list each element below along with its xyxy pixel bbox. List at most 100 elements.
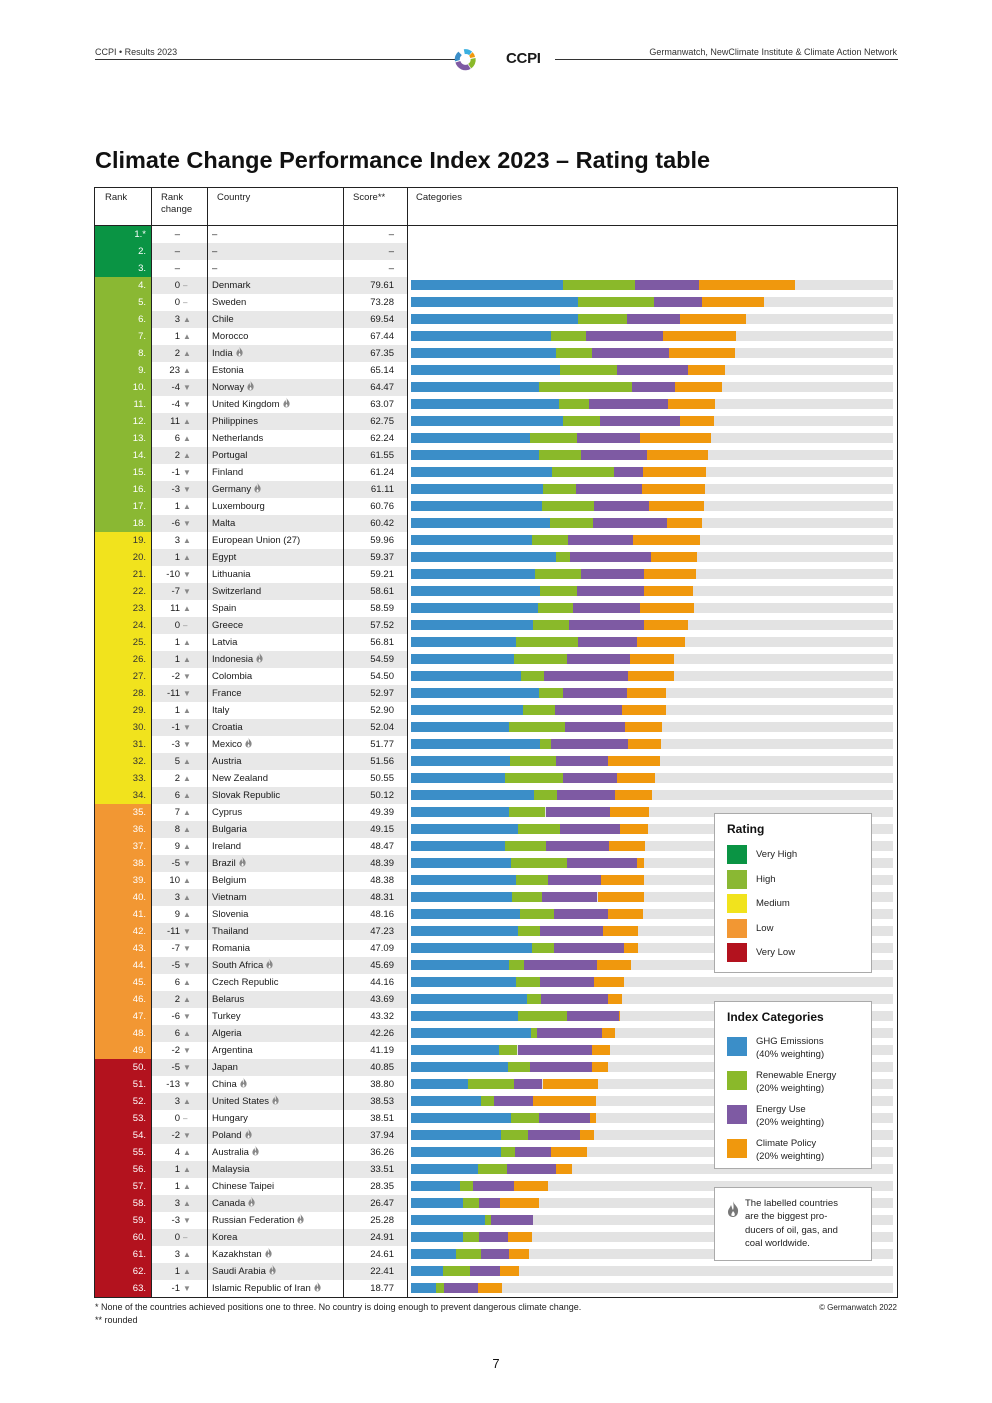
bar-renewable	[533, 620, 570, 630]
bar-renewable	[516, 875, 548, 885]
bar-renewable	[517, 824, 561, 834]
score-cell: 69.54	[370, 314, 394, 325]
rank-cell: 45.	[95, 974, 151, 991]
country-cell: Slovak Republic	[212, 787, 280, 804]
bar-track	[411, 807, 893, 817]
rank-cell: 50.	[95, 1059, 151, 1076]
rank-change-value: 2	[174, 450, 180, 461]
row-bg	[208, 481, 343, 498]
row-bg	[152, 447, 207, 464]
country-name: Russian Federation	[212, 1215, 295, 1226]
row-bg	[208, 651, 343, 668]
rank-change-cell: 1 ▲	[152, 498, 207, 515]
bar-ghg	[411, 892, 513, 902]
rank-change-arrow-icon: ▼	[183, 519, 191, 528]
bar-renewable	[516, 637, 578, 647]
row-bg	[344, 923, 407, 940]
country-name: Korea	[212, 1232, 238, 1243]
category-name: Climate Policy	[756, 1138, 817, 1149]
country-name: Bulgaria	[212, 824, 247, 835]
country-name: France	[212, 688, 242, 699]
country-name: South Africa	[212, 960, 264, 971]
score-cell: –	[388, 229, 394, 240]
table-row: 54. -2 ▼ Poland 37.94	[95, 1127, 897, 1144]
bar-policy	[610, 807, 650, 817]
row-bg	[344, 821, 407, 838]
rank-change-cell: -5 ▼	[152, 855, 207, 872]
country-cell: Egypt	[212, 549, 236, 566]
bar-policy	[615, 790, 653, 800]
bar-energy	[481, 1249, 509, 1259]
bar-ghg	[411, 314, 578, 324]
bar-track	[411, 977, 893, 987]
rank-change-cell: 3 ▲	[152, 1246, 207, 1263]
rating-legend-title: Rating	[727, 822, 765, 836]
rank-change-cell: 9 ▲	[152, 906, 207, 923]
rank-cell: 1.*	[95, 226, 151, 243]
rank-cell: 20.	[95, 549, 151, 566]
rank-change-cell: 1 ▲	[152, 634, 207, 651]
bar-energy	[472, 1181, 514, 1191]
rank-change-value: 0	[174, 297, 180, 308]
bar-energy	[493, 1096, 533, 1106]
bar-policy	[648, 501, 704, 511]
copyright: © Germanwatch 2022	[819, 1303, 897, 1312]
bar-energy	[589, 399, 669, 409]
rank-change-arrow-icon: ▲	[183, 638, 191, 647]
country-name: Islamic Republic of Iran	[212, 1283, 311, 1294]
bar-energy	[514, 1079, 543, 1089]
rank-change-value: -7	[171, 943, 180, 954]
rank-change-value: 0	[174, 620, 180, 631]
rank-change-arrow-icon: ▼	[183, 1046, 191, 1055]
bar-track	[411, 1164, 893, 1174]
rank-cell: 5.	[95, 294, 151, 311]
country-cell: Brazil	[212, 855, 247, 872]
rating-swatch	[727, 869, 747, 889]
rank-change-arrow-icon: ▲	[183, 1165, 191, 1174]
rank-change-value: 7	[174, 807, 180, 818]
bar-ghg	[411, 671, 522, 681]
table-row: 11. -4 ▼ United Kingdom 63.07	[95, 396, 897, 413]
row-bg	[344, 855, 407, 872]
bar-ghg	[411, 977, 517, 987]
category-swatch	[727, 1105, 747, 1124]
bar-energy	[592, 518, 667, 528]
bar-policy	[675, 382, 722, 392]
table-row: 27. -2 ▼ Colombia 54.50	[95, 668, 897, 685]
table-row: 10. -4 ▼ Norway 64.47	[95, 379, 897, 396]
category-weighting: (40% weighting)	[756, 1049, 825, 1060]
bar-policy	[499, 1266, 519, 1276]
country-cell: Turkey	[212, 1008, 241, 1025]
bar-policy	[640, 433, 711, 443]
rank-cell: 18.	[95, 515, 151, 532]
rating-label: Low	[756, 922, 774, 934]
table-row: 56. 1 ▲ Malaysia 33.51	[95, 1161, 897, 1178]
bar-energy	[563, 688, 627, 698]
table-row: 12. 11 ▲ Philippines 62.75	[95, 413, 897, 430]
table-row: 2. – – –	[95, 243, 897, 260]
bar-policy	[555, 1164, 573, 1174]
rating-swatch	[727, 943, 747, 962]
bar-policy	[608, 994, 622, 1004]
row-bg	[152, 753, 207, 770]
score-cell: 61.55	[370, 450, 394, 461]
score-cell: 54.59	[370, 654, 394, 665]
rank-change-cell: -2 ▼	[152, 1127, 207, 1144]
flame-icon	[244, 1128, 253, 1145]
rank-change-value: 1	[174, 1164, 180, 1175]
bar-ghg	[411, 637, 517, 647]
bar-renewable	[534, 790, 557, 800]
rank-change-cell: -3 ▼	[152, 1212, 207, 1229]
table-row: 26. 1 ▲ Indonesia 54.59	[95, 651, 897, 668]
score-cell: 47.23	[370, 926, 394, 937]
rank-change-cell: 0–	[152, 294, 207, 311]
score-cell: 33.51	[370, 1164, 394, 1175]
table-row: 15. -1 ▼ Finland 61.24	[95, 464, 897, 481]
rank-cell: 15.	[95, 464, 151, 481]
bar-energy	[586, 331, 663, 341]
country-cell: Canada	[212, 1195, 256, 1212]
rank-cell: 43.	[95, 940, 151, 957]
country-name: Belarus	[212, 994, 245, 1005]
score-cell: 26.47	[370, 1198, 394, 1209]
rank-change-cell: 1 ▲	[152, 651, 207, 668]
